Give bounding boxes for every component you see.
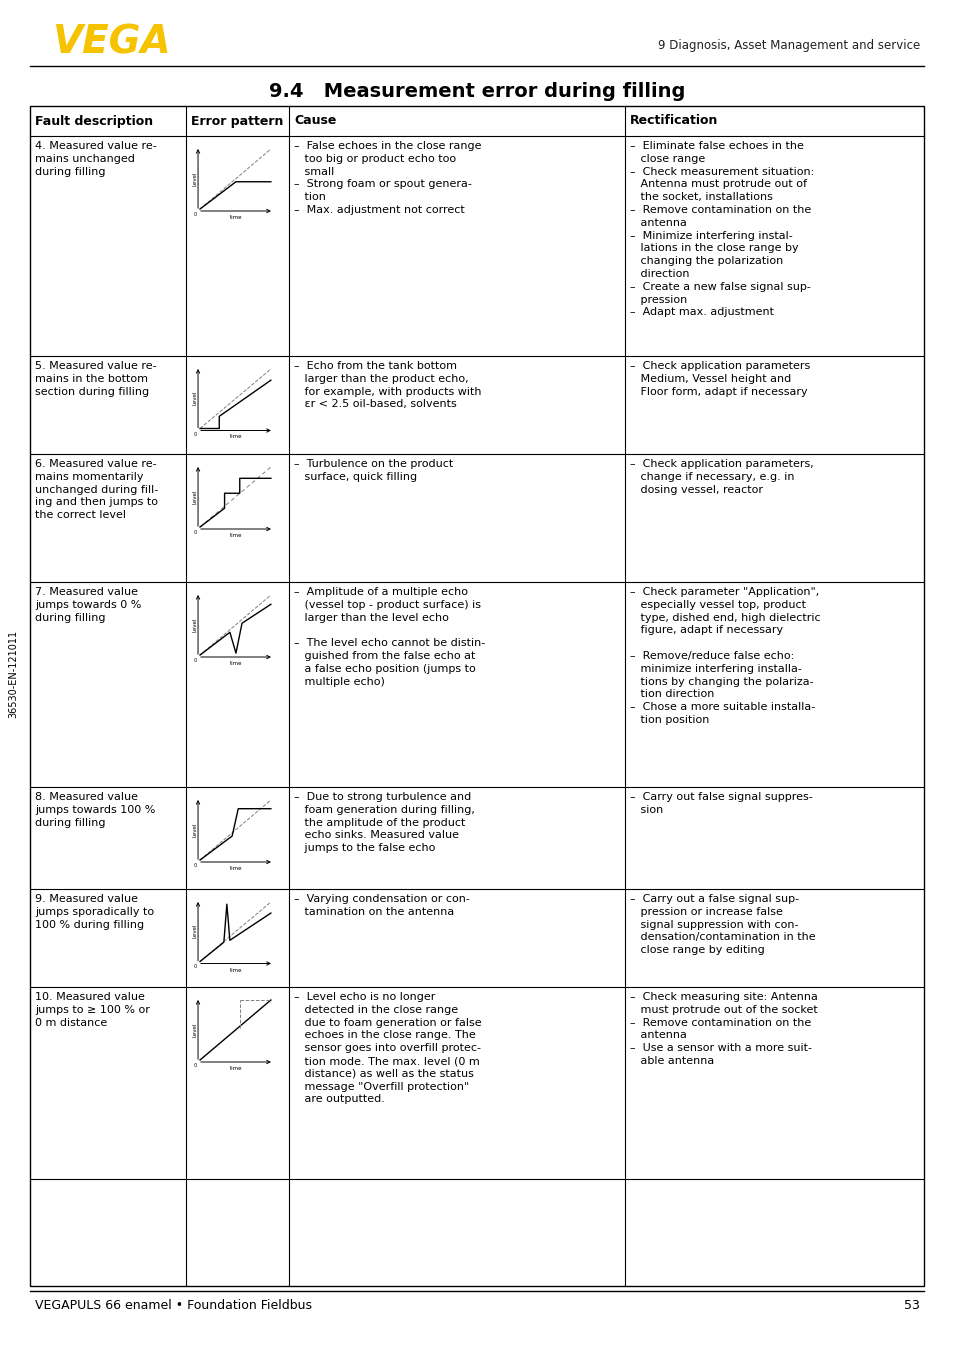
Text: –  Varying condensation or con-
   tamination on the antenna: – Varying condensation or con- taminatio… xyxy=(294,894,470,917)
Text: Level: Level xyxy=(192,489,197,504)
Text: 0: 0 xyxy=(193,213,197,217)
Text: 0: 0 xyxy=(193,862,197,868)
Text: 0: 0 xyxy=(193,529,197,535)
Text: –  Carry out false signal suppres-
   sion: – Carry out false signal suppres- sion xyxy=(629,792,811,815)
Text: time: time xyxy=(230,867,242,871)
Text: Level: Level xyxy=(192,391,197,405)
Text: –  False echoes in the close range
   too big or product echo too
   small
–  St: – False echoes in the close range too bi… xyxy=(294,141,481,215)
Text: time: time xyxy=(230,968,242,972)
Text: time: time xyxy=(230,661,242,666)
Text: –  Check application parameters
   Medium, Vessel height and
   Floor form, adap: – Check application parameters Medium, V… xyxy=(629,362,809,397)
Text: –  Check parameter "Application",
   especially vessel top, product
   type, dis: – Check parameter "Application", especia… xyxy=(629,588,820,724)
Text: time: time xyxy=(230,435,242,440)
Text: 0: 0 xyxy=(193,432,197,436)
Text: VEGAPULS 66 enamel • Foundation Fieldbus: VEGAPULS 66 enamel • Foundation Fieldbus xyxy=(35,1298,312,1312)
Bar xyxy=(30,106,923,1286)
Text: time: time xyxy=(230,533,242,538)
Text: –  Level echo is no longer
   detected in the close range
   due to foam generat: – Level echo is no longer detected in th… xyxy=(294,992,481,1105)
Text: 8. Measured value
jumps towards 100 %
during filling: 8. Measured value jumps towards 100 % du… xyxy=(35,792,155,827)
Text: –  Check measuring site: Antenna
   must protrude out of the socket
–  Remove co: – Check measuring site: Antenna must pro… xyxy=(629,992,817,1066)
Text: Error pattern: Error pattern xyxy=(192,115,284,127)
Text: 4. Measured value re-
mains unchanged
during filling: 4. Measured value re- mains unchanged du… xyxy=(35,141,156,176)
Text: 0: 0 xyxy=(193,1063,197,1068)
Text: Level: Level xyxy=(192,923,197,938)
Text: 6. Measured value re-
mains momentarily
unchanged during fill-
ing and then jump: 6. Measured value re- mains momentarily … xyxy=(35,459,158,520)
Text: –  Turbulence on the product
   surface, quick filling: – Turbulence on the product surface, qui… xyxy=(294,459,453,482)
Text: VEGA: VEGA xyxy=(52,24,171,62)
Text: –  Check application parameters,
   change if necessary, e.g. in
   dosing vesse: – Check application parameters, change i… xyxy=(629,459,812,494)
Text: Level: Level xyxy=(192,172,197,185)
Text: Level: Level xyxy=(192,617,197,632)
Text: 0: 0 xyxy=(193,964,197,969)
Text: 9.4   Measurement error during filling: 9.4 Measurement error during filling xyxy=(269,83,684,102)
Text: 9 Diagnosis, Asset Management and service: 9 Diagnosis, Asset Management and servic… xyxy=(657,39,919,51)
Text: 7. Measured value
jumps towards 0 %
during filling: 7. Measured value jumps towards 0 % duri… xyxy=(35,588,141,623)
Text: –  Due to strong turbulence and
   foam generation during filling,
   the amplit: – Due to strong turbulence and foam gene… xyxy=(294,792,475,853)
Text: 5. Measured value re-
mains in the bottom
section during filling: 5. Measured value re- mains in the botto… xyxy=(35,362,156,397)
Text: 53: 53 xyxy=(903,1298,919,1312)
Text: Fault description: Fault description xyxy=(35,115,153,127)
Text: 10. Measured value
jumps to ≥ 100 % or
0 m distance: 10. Measured value jumps to ≥ 100 % or 0… xyxy=(35,992,150,1028)
Text: 9. Measured value
jumps sporadically to
100 % during filling: 9. Measured value jumps sporadically to … xyxy=(35,894,154,930)
Text: time: time xyxy=(230,215,242,219)
Text: Level: Level xyxy=(192,1022,197,1037)
Text: 0: 0 xyxy=(193,658,197,663)
Text: Level: Level xyxy=(192,822,197,837)
Text: Cause: Cause xyxy=(294,115,336,127)
Text: Rectification: Rectification xyxy=(629,115,717,127)
Text: –  Amplitude of a multiple echo
   (vessel top - product surface) is
   larger t: – Amplitude of a multiple echo (vessel t… xyxy=(294,588,485,686)
Text: time: time xyxy=(230,1066,242,1071)
Text: –  Echo from the tank bottom
   larger than the product echo,
   for example, wi: – Echo from the tank bottom larger than … xyxy=(294,362,481,409)
Text: –  Carry out a false signal sup-
   pression or increase false
   signal suppres: – Carry out a false signal sup- pression… xyxy=(629,894,814,955)
Text: –  Eliminate false echoes in the
   close range
–  Check measurement situation:
: – Eliminate false echoes in the close ra… xyxy=(629,141,813,317)
Text: 36530-EN-121011: 36530-EN-121011 xyxy=(8,630,18,718)
